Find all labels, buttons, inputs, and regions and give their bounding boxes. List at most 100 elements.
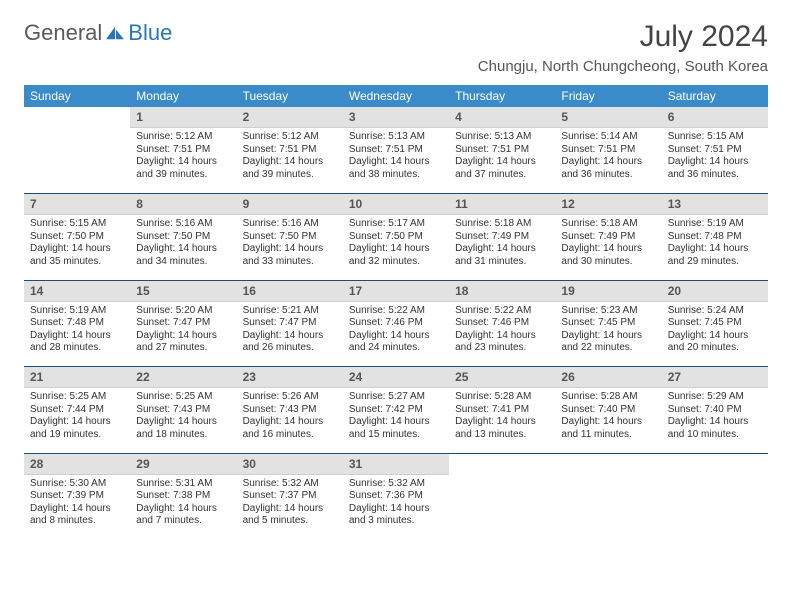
day-cell: 10Sunrise: 5:17 AMSunset: 7:50 PMDayligh…	[343, 194, 449, 280]
logo: General Blue	[24, 20, 172, 46]
day-info: Sunrise: 5:16 AMSunset: 7:50 PMDaylight:…	[130, 215, 236, 274]
sunrise-text: Sunrise: 5:15 AM	[30, 218, 124, 231]
sunset-text: Sunset: 7:39 PM	[30, 490, 124, 503]
day-info: Sunrise: 5:26 AMSunset: 7:43 PMDaylight:…	[237, 388, 343, 447]
sunset-text: Sunset: 7:47 PM	[243, 317, 337, 330]
weekday-header: Saturday	[662, 85, 768, 107]
day-number: 2	[237, 107, 343, 128]
day-cell: 20Sunrise: 5:24 AMSunset: 7:45 PMDayligh…	[662, 280, 768, 366]
day-info: Sunrise: 5:28 AMSunset: 7:40 PMDaylight:…	[555, 388, 661, 447]
page-header: General Blue July 2024 Chungju, North Ch…	[24, 20, 768, 75]
daylight-text: Daylight: 14 hours and 35 minutes.	[30, 243, 124, 268]
sunrise-text: Sunrise: 5:23 AM	[561, 305, 655, 318]
sunrise-text: Sunrise: 5:16 AM	[136, 218, 230, 231]
daylight-text: Daylight: 14 hours and 30 minutes.	[561, 243, 655, 268]
sunrise-text: Sunrise: 5:25 AM	[136, 391, 230, 404]
day-cell: 27Sunrise: 5:29 AMSunset: 7:40 PMDayligh…	[662, 367, 768, 453]
daylight-text: Daylight: 14 hours and 39 minutes.	[243, 156, 337, 181]
day-number: 25	[449, 367, 555, 388]
daylight-text: Daylight: 14 hours and 5 minutes.	[243, 503, 337, 528]
sunrise-text: Sunrise: 5:26 AM	[243, 391, 337, 404]
weekday-header: Wednesday	[343, 85, 449, 107]
day-number: 23	[237, 367, 343, 388]
sunset-text: Sunset: 7:40 PM	[561, 404, 655, 417]
sunrise-text: Sunrise: 5:19 AM	[668, 218, 762, 231]
daylight-text: Daylight: 14 hours and 15 minutes.	[349, 416, 443, 441]
empty-day-cell	[24, 107, 130, 193]
day-info: Sunrise: 5:25 AMSunset: 7:44 PMDaylight:…	[24, 388, 130, 447]
sunset-text: Sunset: 7:45 PM	[561, 317, 655, 330]
day-info: Sunrise: 5:12 AMSunset: 7:51 PMDaylight:…	[130, 128, 236, 187]
day-number: 27	[662, 367, 768, 388]
weekday-header-row: SundayMondayTuesdayWednesdayThursdayFrid…	[24, 85, 768, 107]
day-number: 29	[130, 454, 236, 475]
sunset-text: Sunset: 7:46 PM	[349, 317, 443, 330]
day-cell: 3Sunrise: 5:13 AMSunset: 7:51 PMDaylight…	[343, 107, 449, 193]
day-cell: 17Sunrise: 5:22 AMSunset: 7:46 PMDayligh…	[343, 280, 449, 366]
sunset-text: Sunset: 7:42 PM	[349, 404, 443, 417]
day-cell: 5Sunrise: 5:14 AMSunset: 7:51 PMDaylight…	[555, 107, 661, 193]
daylight-text: Daylight: 14 hours and 11 minutes.	[561, 416, 655, 441]
day-info: Sunrise: 5:13 AMSunset: 7:51 PMDaylight:…	[343, 128, 449, 187]
daylight-text: Daylight: 14 hours and 19 minutes.	[30, 416, 124, 441]
day-cell: 14Sunrise: 5:19 AMSunset: 7:48 PMDayligh…	[24, 280, 130, 366]
day-cell: 24Sunrise: 5:27 AMSunset: 7:42 PMDayligh…	[343, 367, 449, 453]
sunrise-text: Sunrise: 5:19 AM	[30, 305, 124, 318]
day-cell: 29Sunrise: 5:31 AMSunset: 7:38 PMDayligh…	[130, 453, 236, 539]
sunrise-text: Sunrise: 5:25 AM	[30, 391, 124, 404]
day-cell: 8Sunrise: 5:16 AMSunset: 7:50 PMDaylight…	[130, 194, 236, 280]
day-cell: 1Sunrise: 5:12 AMSunset: 7:51 PMDaylight…	[130, 107, 236, 193]
day-number: 17	[343, 281, 449, 302]
day-cell: 22Sunrise: 5:25 AMSunset: 7:43 PMDayligh…	[130, 367, 236, 453]
daylight-text: Daylight: 14 hours and 38 minutes.	[349, 156, 443, 181]
sunrise-text: Sunrise: 5:18 AM	[455, 218, 549, 231]
sunrise-text: Sunrise: 5:20 AM	[136, 305, 230, 318]
sunrise-text: Sunrise: 5:30 AM	[30, 478, 124, 491]
day-cell: 23Sunrise: 5:26 AMSunset: 7:43 PMDayligh…	[237, 367, 343, 453]
daylight-text: Daylight: 14 hours and 36 minutes.	[668, 156, 762, 181]
sunset-text: Sunset: 7:50 PM	[349, 231, 443, 244]
day-number: 14	[24, 281, 130, 302]
day-info: Sunrise: 5:22 AMSunset: 7:46 PMDaylight:…	[343, 302, 449, 361]
empty-day-cell	[555, 453, 661, 539]
day-number: 1	[130, 107, 236, 128]
empty-day-cell	[662, 453, 768, 539]
day-info: Sunrise: 5:12 AMSunset: 7:51 PMDaylight:…	[237, 128, 343, 187]
day-number: 16	[237, 281, 343, 302]
month-title: July 2024	[478, 20, 768, 54]
sunset-text: Sunset: 7:51 PM	[668, 144, 762, 157]
day-cell: 13Sunrise: 5:19 AMSunset: 7:48 PMDayligh…	[662, 194, 768, 280]
sunrise-text: Sunrise: 5:13 AM	[455, 131, 549, 144]
sunset-text: Sunset: 7:49 PM	[561, 231, 655, 244]
sunrise-text: Sunrise: 5:27 AM	[349, 391, 443, 404]
logo-text-general: General	[24, 20, 102, 46]
day-cell: 21Sunrise: 5:25 AMSunset: 7:44 PMDayligh…	[24, 367, 130, 453]
day-info: Sunrise: 5:32 AMSunset: 7:37 PMDaylight:…	[237, 475, 343, 534]
day-number: 24	[343, 367, 449, 388]
sunset-text: Sunset: 7:46 PM	[455, 317, 549, 330]
sunrise-text: Sunrise: 5:28 AM	[561, 391, 655, 404]
daylight-text: Daylight: 14 hours and 20 minutes.	[668, 330, 762, 355]
weekday-header: Thursday	[449, 85, 555, 107]
sunset-text: Sunset: 7:47 PM	[136, 317, 230, 330]
day-info: Sunrise: 5:27 AMSunset: 7:42 PMDaylight:…	[343, 388, 449, 447]
day-number: 22	[130, 367, 236, 388]
day-number: 30	[237, 454, 343, 475]
day-number: 26	[555, 367, 661, 388]
day-info: Sunrise: 5:19 AMSunset: 7:48 PMDaylight:…	[24, 302, 130, 361]
calendar-week-row: 7Sunrise: 5:15 AMSunset: 7:50 PMDaylight…	[24, 194, 768, 280]
sunrise-text: Sunrise: 5:22 AM	[455, 305, 549, 318]
daylight-text: Daylight: 14 hours and 27 minutes.	[136, 330, 230, 355]
day-number: 20	[662, 281, 768, 302]
sunset-text: Sunset: 7:50 PM	[30, 231, 124, 244]
sunset-text: Sunset: 7:51 PM	[136, 144, 230, 157]
sunrise-text: Sunrise: 5:32 AM	[243, 478, 337, 491]
day-info: Sunrise: 5:15 AMSunset: 7:51 PMDaylight:…	[662, 128, 768, 187]
sunrise-text: Sunrise: 5:18 AM	[561, 218, 655, 231]
day-number: 3	[343, 107, 449, 128]
sunset-text: Sunset: 7:36 PM	[349, 490, 443, 503]
daylight-text: Daylight: 14 hours and 36 minutes.	[561, 156, 655, 181]
day-info: Sunrise: 5:24 AMSunset: 7:45 PMDaylight:…	[662, 302, 768, 361]
day-info: Sunrise: 5:22 AMSunset: 7:46 PMDaylight:…	[449, 302, 555, 361]
daylight-text: Daylight: 14 hours and 13 minutes.	[455, 416, 549, 441]
